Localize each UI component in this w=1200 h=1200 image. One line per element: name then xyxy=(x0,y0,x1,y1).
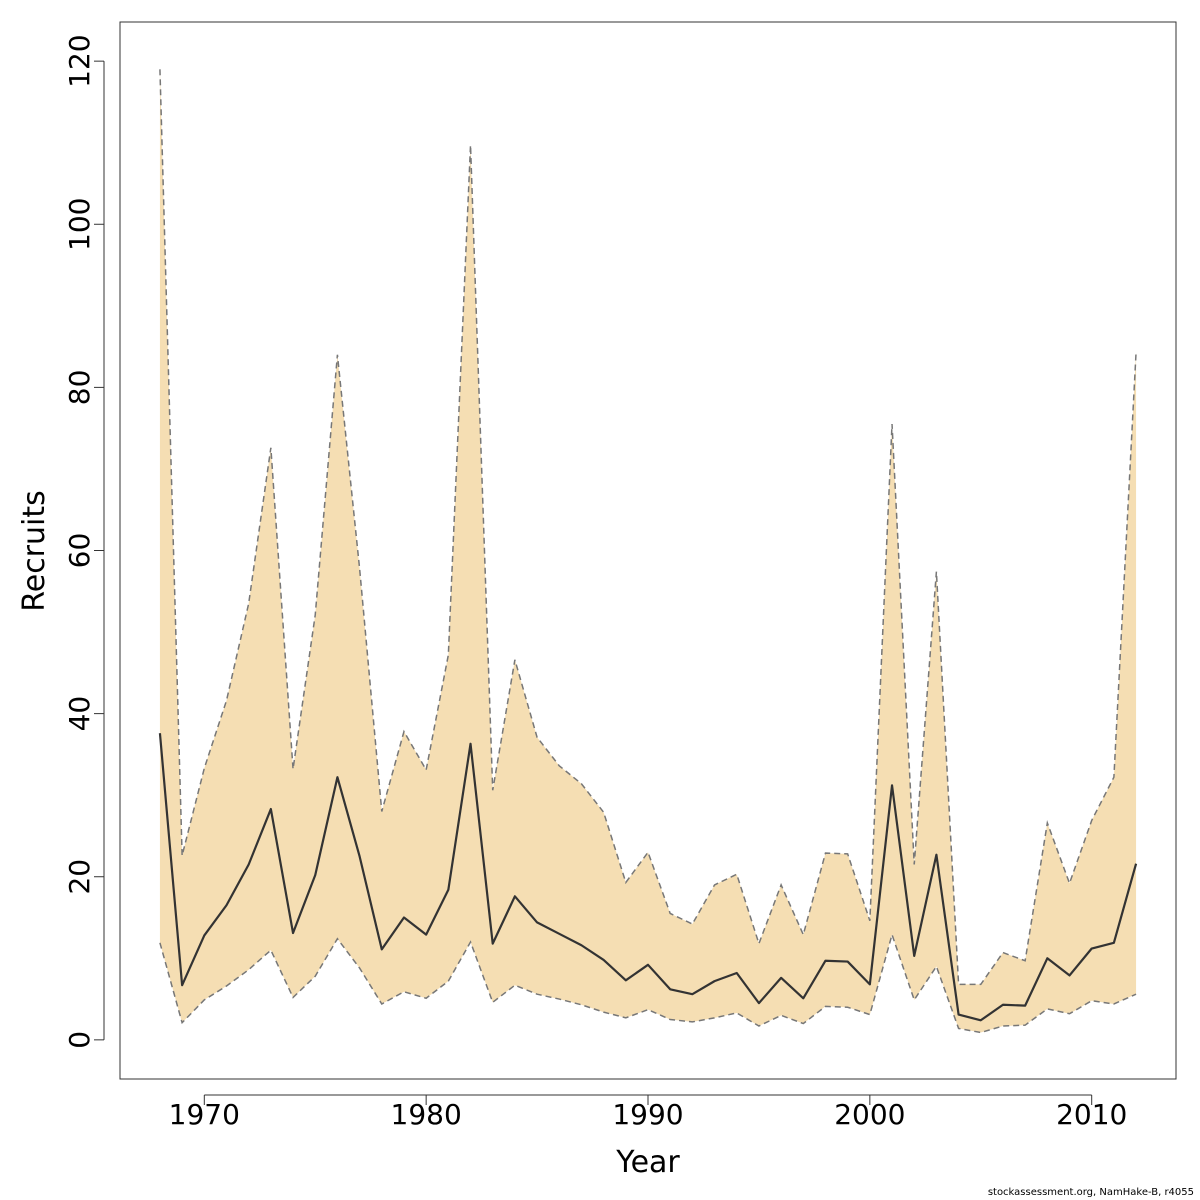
footer-credit: stockassessment.org, NamHake-B, r4055 xyxy=(987,1187,1194,1198)
estimate-line-layer xyxy=(158,733,1138,1022)
x-tick-label: 1990 xyxy=(612,1098,683,1131)
y-tick-label: 0 xyxy=(63,1031,96,1049)
estimate-line xyxy=(158,733,1138,1022)
confidence-band xyxy=(159,69,1137,1033)
y-tick-label: 20 xyxy=(63,859,96,895)
y-tick-label: 100 xyxy=(63,198,96,251)
confidence-band-layer xyxy=(159,69,1137,1033)
y-axis: 0 20 40 60 80 100 120 xyxy=(63,34,105,1049)
y-tick-label: 40 xyxy=(63,696,96,732)
x-tick-label: 2010 xyxy=(1056,1098,1127,1131)
confidence-bounds-layer xyxy=(159,69,1137,1034)
x-tick-label: 2000 xyxy=(834,1098,905,1131)
x-tick-label: 1970 xyxy=(169,1098,240,1131)
y-tick-label: 120 xyxy=(63,34,96,87)
lower-bound-line xyxy=(159,932,1137,1034)
x-axis: 1970 1980 1990 2000 2010 xyxy=(169,1094,1127,1131)
x-axis-title: Year xyxy=(615,1145,680,1180)
y-axis-title: Recruits xyxy=(17,490,52,612)
y-tick-label: 80 xyxy=(63,370,96,406)
upper-bound-line xyxy=(159,69,1137,986)
x-tick-label: 1980 xyxy=(391,1098,462,1131)
plot-frame xyxy=(119,21,1177,1080)
y-tick-label: 60 xyxy=(63,533,96,569)
